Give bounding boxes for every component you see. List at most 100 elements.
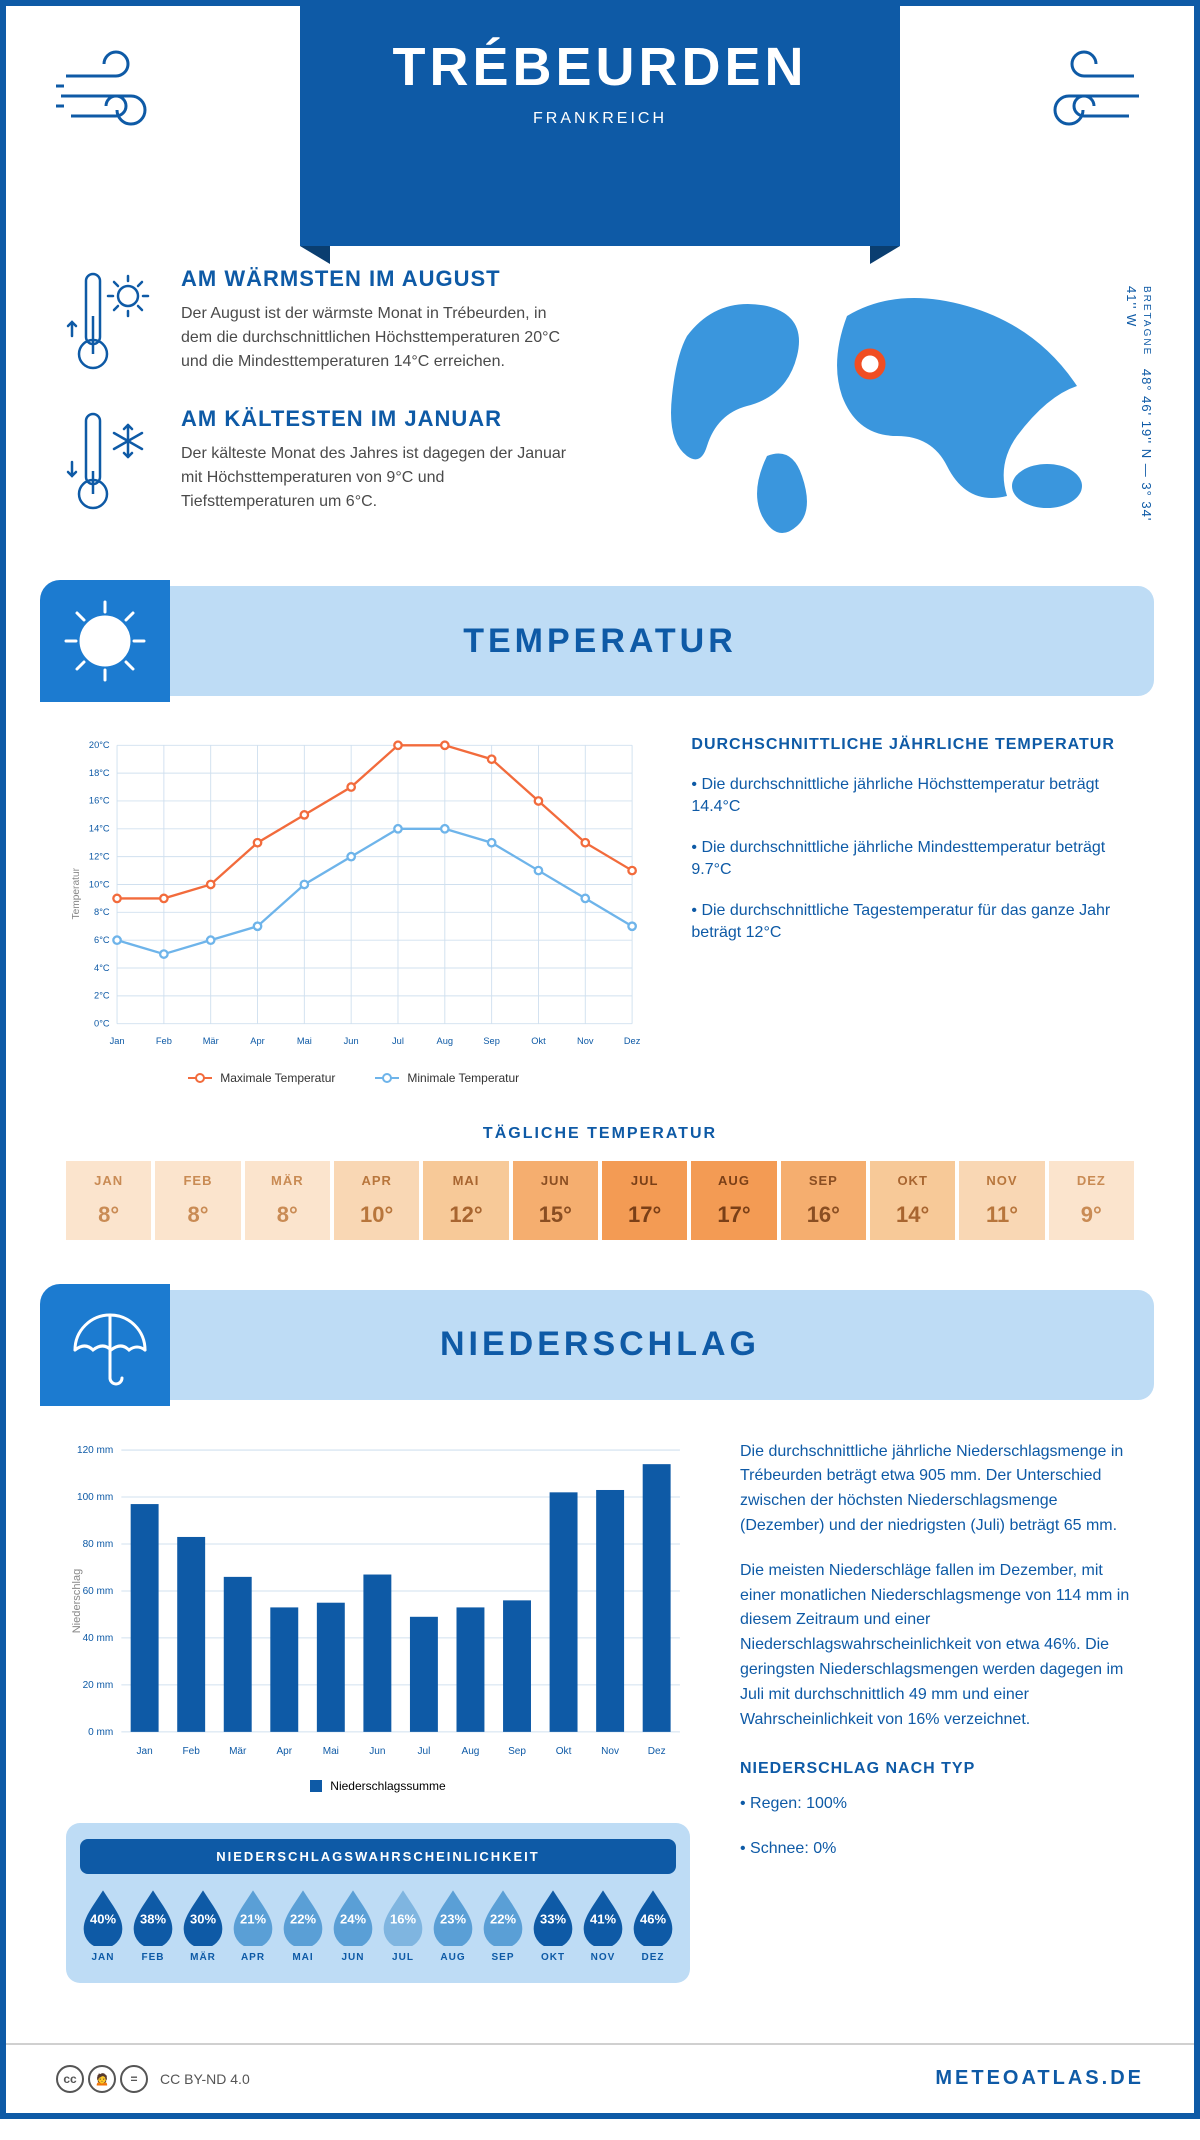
sun-corner-icon — [40, 580, 170, 702]
svg-text:4°C: 4°C — [94, 963, 110, 973]
svg-text:Mär: Mär — [203, 1036, 219, 1046]
svg-text:60 mm: 60 mm — [83, 1586, 114, 1597]
thermometer-sun-icon — [66, 266, 156, 376]
precipitation-left-column: 0 mm 20 mm 40 mm 60 mm 80 mm 100 mm 120 mm Nied… — [66, 1440, 690, 1983]
svg-text:Feb: Feb — [183, 1746, 201, 1757]
daily-temp-cell: SEP16° — [781, 1161, 866, 1240]
temperature-bullet: • Die durchschnittliche Tagestemperatur … — [691, 900, 1134, 945]
temperature-bullet: • Die durchschnittliche jährliche Höchst… — [691, 774, 1134, 819]
probability-drop: 22%SEP — [480, 1888, 526, 1963]
precipitation-summary: Die durchschnittliche jährliche Niedersc… — [740, 1440, 1134, 1983]
svg-text:100 mm: 100 mm — [77, 1492, 113, 1503]
daily-temp-cell: OKT14° — [870, 1161, 955, 1240]
warmest-title: AM WÄRMSTEN IM AUGUST — [181, 266, 580, 292]
svg-text:10°C: 10°C — [89, 879, 110, 889]
svg-text:2°C: 2°C — [94, 991, 110, 1001]
svg-text:Niederschlag: Niederschlag — [71, 1568, 83, 1633]
cc-icons: cc 🙍 = — [56, 2065, 148, 2093]
daily-temp-cell: MÄR8° — [245, 1161, 330, 1240]
daily-temp-cell: NOV11° — [959, 1161, 1044, 1240]
world-map-block: BRETAGNE 48° 46' 19'' N — 3° 34' 41'' W — [620, 266, 1134, 546]
svg-text:Sep: Sep — [508, 1746, 526, 1757]
probability-drop: 41%NOV — [580, 1888, 626, 1963]
header: TRÉBEURDEN FRANKREICH — [6, 6, 1194, 246]
world-map-icon — [647, 276, 1107, 536]
probability-drop: 21%APR — [230, 1888, 276, 1963]
intro-section: AM WÄRMSTEN IM AUGUST Der August ist der… — [6, 246, 1194, 586]
by-icon: 🙍 — [88, 2065, 116, 2093]
precipitation-legend: Niederschlagssumme — [66, 1779, 690, 1793]
svg-text:Okt: Okt — [556, 1746, 572, 1757]
svg-text:120 mm: 120 mm — [77, 1445, 113, 1456]
brand-label: METEOATLAS.DE — [935, 2067, 1144, 2090]
svg-text:0 mm: 0 mm — [88, 1726, 113, 1737]
daily-temp-cell: DEZ9° — [1049, 1161, 1134, 1240]
wind-icon-right — [1014, 46, 1144, 151]
svg-text:Temperatur: Temperatur — [71, 867, 82, 919]
intro-text-column: AM WÄRMSTEN IM AUGUST Der August ist der… — [66, 266, 580, 546]
thermometer-snow-icon — [66, 406, 156, 516]
svg-text:Jun: Jun — [344, 1036, 359, 1046]
probability-drop: 24%JUN — [330, 1888, 376, 1963]
svg-text:Dez: Dez — [648, 1746, 666, 1757]
svg-text:Jan: Jan — [137, 1746, 153, 1757]
infographic-page: TRÉBEURDEN FRANKREICH AM WÄRMSTEN IM AUG… — [0, 0, 1200, 2119]
daily-temp-cell: MAI12° — [423, 1161, 508, 1240]
precipitation-probability-box: NIEDERSCHLAGSWAHRSCHEINLICHKEIT 40%JAN38… — [66, 1823, 690, 1983]
svg-text:Apr: Apr — [250, 1036, 264, 1046]
probability-drop: 30%MÄR — [180, 1888, 226, 1963]
svg-text:Jun: Jun — [369, 1746, 385, 1757]
svg-text:18°C: 18°C — [89, 768, 110, 778]
svg-text:Aug: Aug — [462, 1746, 480, 1757]
daily-temp-cell: APR10° — [334, 1161, 419, 1240]
precipitation-heading: NIEDERSCHLAG — [440, 1325, 760, 1364]
license-text: CC BY-ND 4.0 — [160, 2071, 250, 2087]
svg-text:0°C: 0°C — [94, 1018, 110, 1028]
temperature-summary: DURCHSCHNITTLICHE JÄHRLICHE TEMPERATUR •… — [691, 736, 1134, 1085]
cc-icon: cc — [56, 2065, 84, 2093]
daily-temp-cell: JUN15° — [513, 1161, 598, 1240]
probability-drop: 40%JAN — [80, 1888, 126, 1963]
city-title: TRÉBEURDEN — [320, 36, 880, 98]
svg-text:16°C: 16°C — [89, 796, 110, 806]
svg-text:Jul: Jul — [392, 1036, 404, 1046]
precip-type-bullet: • Schnee: 0% — [740, 1837, 1134, 1862]
probability-drop: 38%FEB — [130, 1888, 176, 1963]
temperature-body: 0°C2°C4°C6°C8°C10°C12°C14°C16°C18°C20°CJ… — [6, 696, 1194, 1125]
svg-text:8°C: 8°C — [94, 907, 110, 917]
svg-text:12°C: 12°C — [89, 851, 110, 861]
svg-text:Mai: Mai — [323, 1746, 339, 1757]
license-block: cc 🙍 = CC BY-ND 4.0 — [56, 2065, 250, 2093]
title-ribbon: TRÉBEURDEN FRANKREICH — [300, 6, 900, 246]
coldest-title: AM KÄLTESTEN IM JANUAR — [181, 406, 580, 432]
temperature-chart: 0°C2°C4°C6°C8°C10°C12°C14°C16°C18°C20°CJ… — [66, 736, 641, 1085]
svg-text:40 mm: 40 mm — [83, 1632, 114, 1643]
coldest-text: Der kälteste Monat des Jahres ist dagege… — [181, 442, 580, 514]
svg-text:Sep: Sep — [483, 1036, 500, 1046]
svg-text:Aug: Aug — [437, 1036, 454, 1046]
warmest-block: AM WÄRMSTEN IM AUGUST Der August ist der… — [66, 266, 580, 376]
svg-text:Jul: Jul — [417, 1746, 430, 1757]
coldest-block: AM KÄLTESTEN IM JANUAR Der kälteste Mona… — [66, 406, 580, 516]
temperature-heading: TEMPERATUR — [463, 622, 737, 661]
svg-text:14°C: 14°C — [89, 824, 110, 834]
probability-drop: 23%AUG — [430, 1888, 476, 1963]
precipitation-section-header: NIEDERSCHLAG — [46, 1290, 1154, 1400]
probability-drop: 22%MAI — [280, 1888, 326, 1963]
svg-text:80 mm: 80 mm — [83, 1539, 114, 1550]
svg-text:Nov: Nov — [577, 1036, 594, 1046]
warmest-text: Der August ist der wärmste Monat in Tréb… — [181, 302, 580, 374]
svg-text:Feb: Feb — [156, 1036, 172, 1046]
svg-text:Jan: Jan — [110, 1036, 125, 1046]
probability-drop: 33%OKT — [530, 1888, 576, 1963]
probability-drop: 16%JUL — [380, 1888, 426, 1963]
daily-temperature-table: TÄGLICHE TEMPERATUR JAN8°FEB8°MÄR8°APR10… — [6, 1125, 1194, 1290]
precipitation-body: 0 mm 20 mm 40 mm 60 mm 80 mm 100 mm 120 mm Nied… — [6, 1400, 1194, 2023]
daily-temp-cell: FEB8° — [155, 1161, 240, 1240]
umbrella-corner-icon — [40, 1284, 170, 1406]
coordinates-label: BRETAGNE 48° 46' 19'' N — 3° 34' 41'' W — [1124, 286, 1154, 546]
svg-text:Mär: Mär — [229, 1746, 247, 1757]
country-subtitle: FRANKREICH — [320, 110, 880, 128]
svg-text:20 mm: 20 mm — [83, 1679, 114, 1690]
precipitation-bar-chart: 0 mm 20 mm 40 mm 60 mm 80 mm 100 mm 120 mm Nied… — [66, 1440, 690, 1762]
